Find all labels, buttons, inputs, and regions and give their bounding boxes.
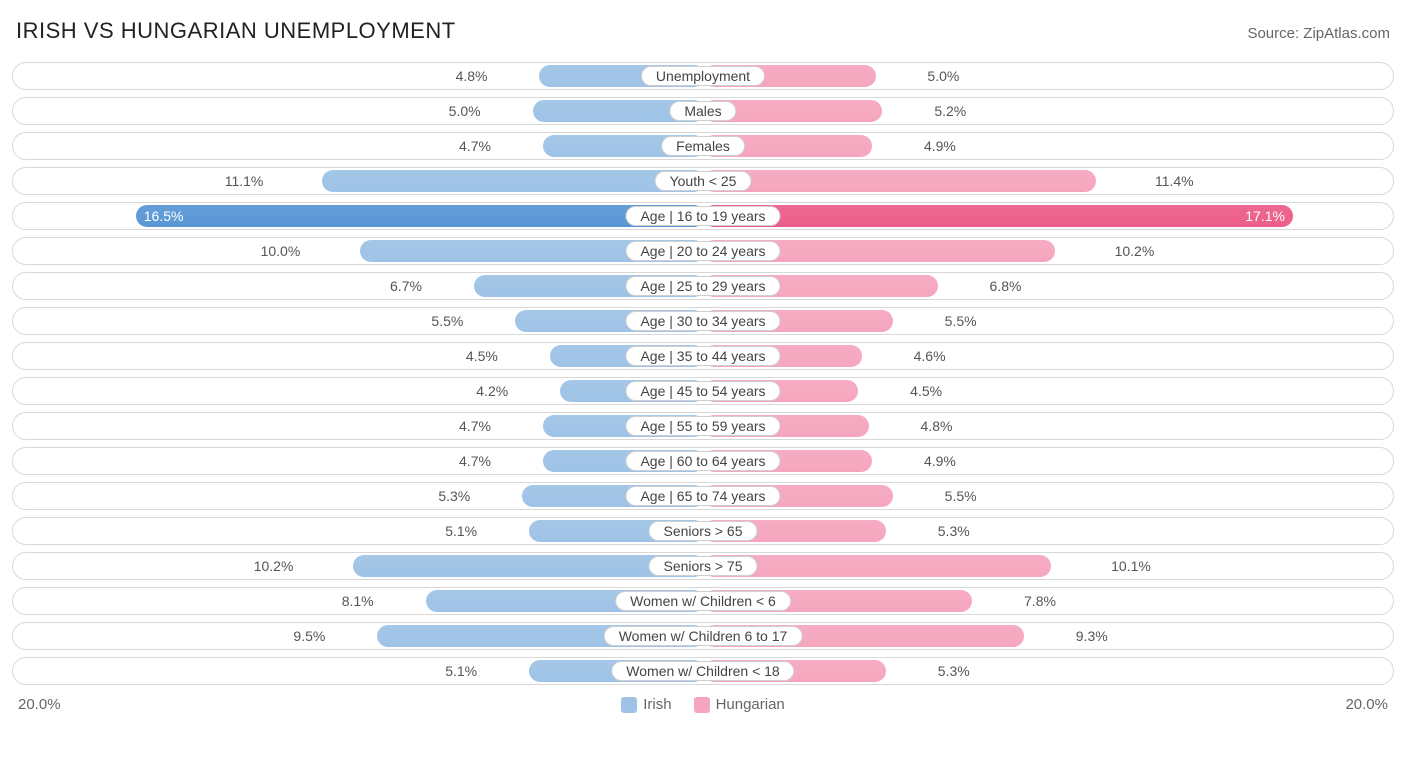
- chart-row: 5.1% 5.3% Seniors > 65: [12, 517, 1394, 545]
- chart-source: Source: ZipAtlas.com: [1247, 25, 1390, 42]
- value-label-hungarian: 5.5%: [935, 485, 977, 507]
- category-label: Age | 30 to 34 years: [625, 311, 780, 331]
- value-label-hungarian: 5.2%: [924, 100, 966, 122]
- value-label-hungarian: 7.8%: [1014, 590, 1056, 612]
- category-label: Age | 60 to 64 years: [625, 451, 780, 471]
- value-label-irish: 11.1%: [225, 170, 274, 192]
- value-label-hungarian: 10.2%: [1105, 240, 1155, 262]
- value-label-hungarian: 5.0%: [917, 65, 959, 87]
- category-label: Age | 45 to 54 years: [625, 381, 780, 401]
- value-label-hungarian: 4.6%: [904, 345, 946, 367]
- bar-irish: 16.5%: [136, 205, 705, 227]
- chart-row: 5.1% 5.3% Women w/ Children < 18: [12, 657, 1394, 685]
- butterfly-chart: 4.8% 5.0% Unemployment 5.0% 5.2% Males 4.7% 4.9…: [12, 62, 1394, 685]
- legend-item-hungarian: Hungarian: [694, 696, 785, 713]
- chart-title: IRISH VS HUNGARIAN UNEMPLOYMENT: [16, 18, 456, 44]
- chart-row: 11.1% 11.4% Youth < 25: [12, 167, 1394, 195]
- chart-row: 4.5% 4.6% Age | 35 to 44 years: [12, 342, 1394, 370]
- chart-row: 10.0% 10.2% Age | 20 to 24 years: [12, 237, 1394, 265]
- chart-row: 4.8% 5.0% Unemployment: [12, 62, 1394, 90]
- chart-header: IRISH VS HUNGARIAN UNEMPLOYMENT Source: …: [12, 8, 1394, 62]
- chart-footer: 20.0% Irish Hungarian 20.0%: [12, 692, 1394, 713]
- value-label-irish: 5.0%: [449, 100, 491, 122]
- value-label-hungarian: 11.4%: [1145, 170, 1194, 192]
- category-label: Seniors > 75: [649, 556, 758, 576]
- chart-row: 4.7% 4.9% Age | 60 to 64 years: [12, 447, 1394, 475]
- value-label-hungarian: 17.1%: [1245, 205, 1285, 227]
- value-label-irish: 5.1%: [445, 660, 487, 682]
- category-label: Age | 20 to 24 years: [625, 241, 780, 261]
- category-label: Seniors > 65: [649, 521, 758, 541]
- value-label-hungarian: 4.5%: [900, 380, 942, 402]
- chart-row: 10.2% 10.1% Seniors > 75: [12, 552, 1394, 580]
- value-label-irish: 5.3%: [438, 485, 480, 507]
- chart-row: 8.1% 7.8% Women w/ Children < 6: [12, 587, 1394, 615]
- axis-max-right: 20.0%: [1345, 696, 1388, 713]
- value-label-hungarian: 9.3%: [1066, 625, 1108, 647]
- legend-label-hungarian: Hungarian: [716, 696, 785, 713]
- value-label-hungarian: 4.8%: [911, 415, 953, 437]
- chart-row: 4.7% 4.9% Females: [12, 132, 1394, 160]
- value-label-irish: 5.1%: [445, 520, 487, 542]
- value-label-hungarian: 5.3%: [928, 520, 970, 542]
- legend-swatch-hungarian: [694, 697, 710, 713]
- category-label: Youth < 25: [655, 171, 752, 191]
- category-label: Age | 25 to 29 years: [625, 276, 780, 296]
- category-label: Age | 35 to 44 years: [625, 346, 780, 366]
- legend-swatch-irish: [621, 697, 637, 713]
- category-label: Age | 55 to 59 years: [625, 416, 780, 436]
- value-label-hungarian: 10.1%: [1101, 555, 1151, 577]
- value-label-hungarian: 6.8%: [980, 275, 1022, 297]
- value-label-hungarian: 5.5%: [935, 310, 977, 332]
- value-label-irish: 8.1%: [342, 590, 384, 612]
- category-label: Unemployment: [641, 66, 765, 86]
- bar-hungarian: [703, 170, 1096, 192]
- category-label: Age | 65 to 74 years: [625, 486, 780, 506]
- category-label: Females: [661, 136, 745, 156]
- value-label-hungarian: 4.9%: [914, 135, 956, 157]
- axis-max-left: 20.0%: [18, 696, 61, 713]
- legend-label-irish: Irish: [643, 696, 671, 713]
- category-label: Women w/ Children 6 to 17: [604, 626, 803, 646]
- category-label: Women w/ Children < 18: [611, 661, 794, 681]
- chart-row: 4.7% 4.8% Age | 55 to 59 years: [12, 412, 1394, 440]
- legend-item-irish: Irish: [621, 696, 671, 713]
- chart-row: 5.3% 5.5% Age | 65 to 74 years: [12, 482, 1394, 510]
- value-label-irish: 10.0%: [261, 240, 311, 262]
- category-label: Age | 16 to 19 years: [625, 206, 780, 226]
- chart-row: 5.5% 5.5% Age | 30 to 34 years: [12, 307, 1394, 335]
- value-label-irish: 4.7%: [459, 450, 501, 472]
- value-label-irish: 10.2%: [254, 555, 304, 577]
- category-label: Males: [669, 101, 736, 121]
- chart-row: 9.5% 9.3% Women w/ Children 6 to 17: [12, 622, 1394, 650]
- chart-row: 4.2% 4.5% Age | 45 to 54 years: [12, 377, 1394, 405]
- chart-row: 5.0% 5.2% Males: [12, 97, 1394, 125]
- value-label-irish: 4.7%: [459, 415, 501, 437]
- value-label-hungarian: 4.9%: [914, 450, 956, 472]
- bar-hungarian: 17.1%: [703, 205, 1293, 227]
- value-label-irish: 5.5%: [431, 310, 473, 332]
- value-label-irish: 9.5%: [293, 625, 335, 647]
- value-label-hungarian: 5.3%: [928, 660, 970, 682]
- value-label-irish: 16.5%: [144, 205, 184, 227]
- category-label: Women w/ Children < 6: [615, 591, 791, 611]
- legend: Irish Hungarian: [621, 696, 785, 713]
- value-label-irish: 4.8%: [456, 65, 498, 87]
- value-label-irish: 4.2%: [476, 380, 518, 402]
- bar-irish: [322, 170, 705, 192]
- value-label-irish: 4.5%: [466, 345, 508, 367]
- value-label-irish: 4.7%: [459, 135, 501, 157]
- chart-row: 6.7% 6.8% Age | 25 to 29 years: [12, 272, 1394, 300]
- value-label-irish: 6.7%: [390, 275, 432, 297]
- chart-row: 16.5% 17.1% Age | 16 to 19 years: [12, 202, 1394, 230]
